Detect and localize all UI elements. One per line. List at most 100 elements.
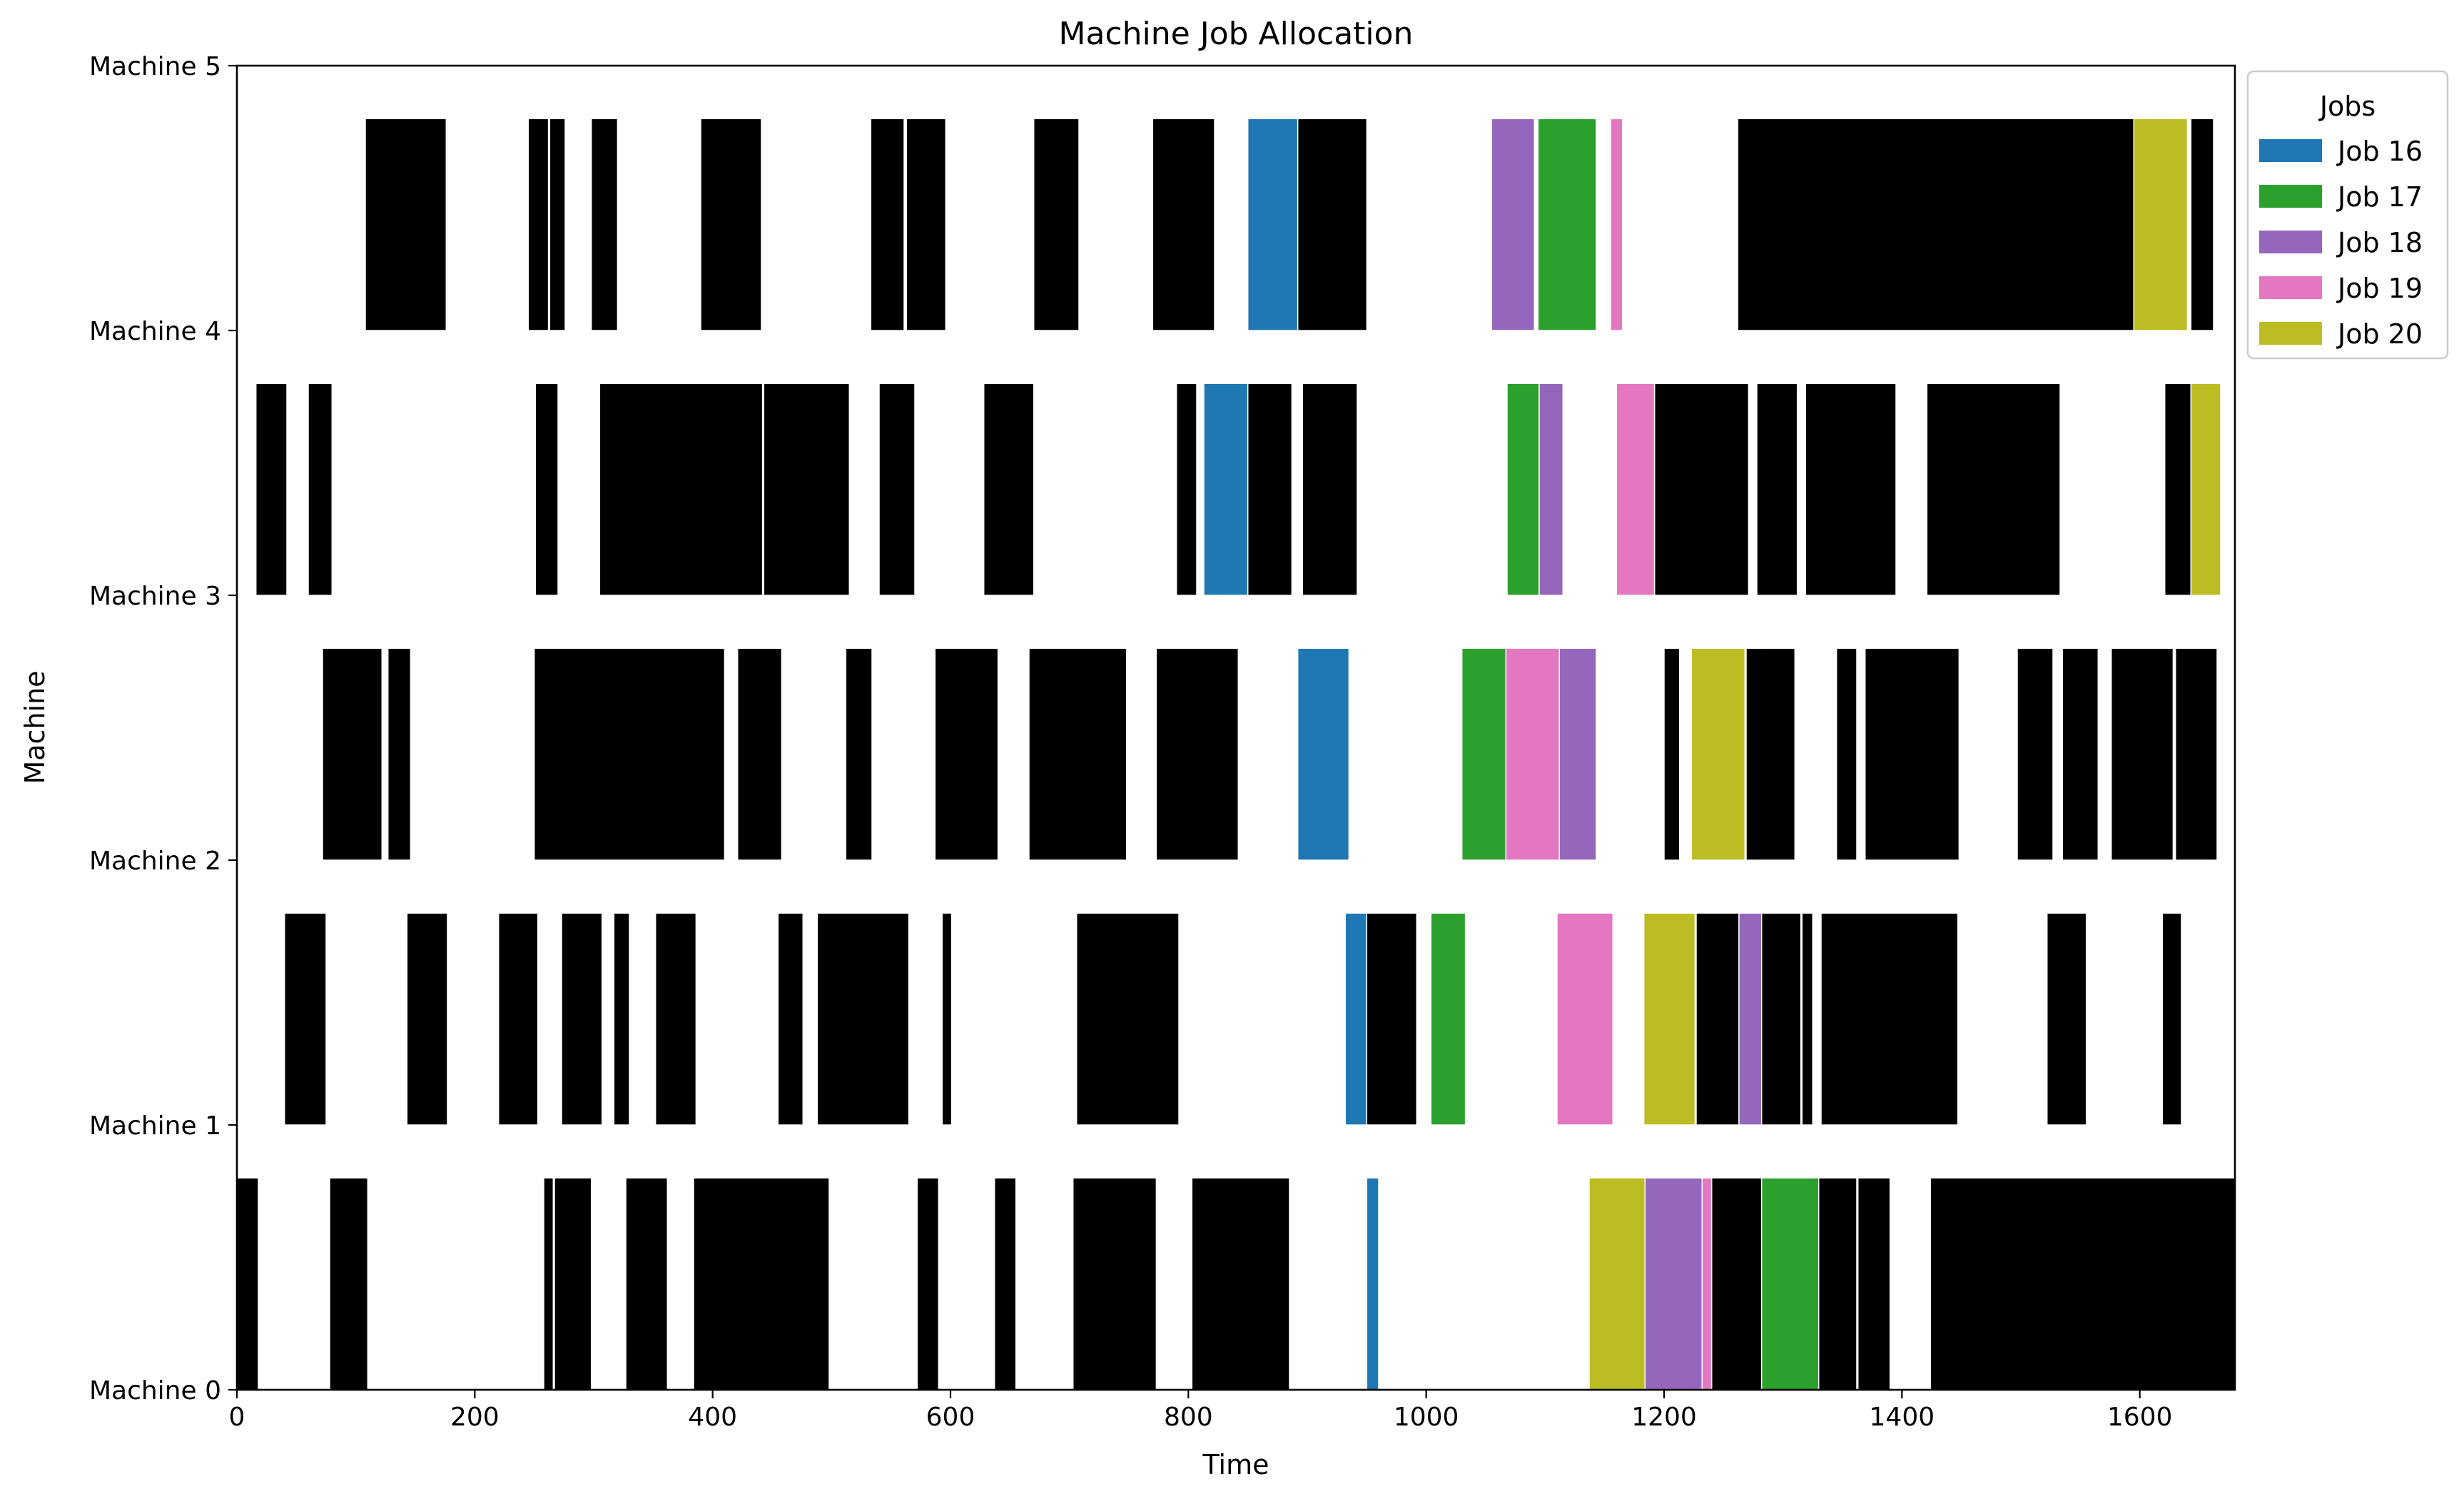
task-bar	[1644, 1177, 1703, 1391]
task-bar	[1616, 383, 1656, 596]
task-bar	[1835, 647, 1857, 861]
task-bar	[736, 647, 783, 861]
task-bar	[527, 118, 549, 331]
task-bar	[1760, 1177, 1820, 1391]
task-bar	[1297, 118, 1368, 331]
task-bar	[654, 912, 697, 1126]
legend-swatch	[2259, 322, 2322, 345]
task-bar	[1817, 1177, 1857, 1391]
legend: Jobs Job 16 Job 17 Job 18 Job 19 Job 20	[2246, 70, 2449, 360]
y-axis: Machine 0 Machine 1 Machine 2 Machine 3 Mach…	[89, 52, 237, 1405]
x-tick-label: 0	[229, 1403, 245, 1432]
task-bar	[1864, 647, 1960, 861]
task-bar	[1366, 912, 1418, 1126]
task-bar	[1297, 647, 1350, 861]
task-bar	[1247, 383, 1293, 596]
task-bar	[934, 647, 999, 861]
task-bar	[625, 1177, 669, 1391]
task-bar	[1191, 1177, 1290, 1391]
task-bar	[693, 1177, 830, 1391]
task-bar	[983, 383, 1035, 596]
x-tick-label: 200	[450, 1403, 500, 1432]
task-bar	[1737, 118, 2135, 331]
task-bar	[878, 383, 916, 596]
task-bar	[2133, 118, 2189, 331]
legend-swatch	[2259, 139, 2322, 162]
task-bar	[1558, 647, 1597, 861]
task-bar	[1820, 912, 1959, 1126]
task-bar	[906, 118, 947, 331]
y-tick-label: Machine 1	[89, 1111, 221, 1141]
y-tick-label: Machine 3	[89, 582, 221, 611]
task-bar	[534, 383, 559, 596]
task-bar	[1653, 383, 1750, 596]
task-bar	[554, 1177, 592, 1391]
x-tick-label: 1400	[1870, 1403, 1935, 1432]
legend-swatch	[2259, 185, 2322, 208]
task-bar	[870, 118, 905, 331]
task-bar	[941, 912, 953, 1126]
task-bar	[308, 383, 333, 596]
task-bar	[613, 912, 630, 1126]
task-bar	[1663, 647, 1680, 861]
task-bar	[1710, 1177, 1763, 1391]
task-bar	[1643, 912, 1696, 1126]
task-bar	[1155, 647, 1239, 861]
task-bar	[549, 118, 566, 331]
chart-title: Machine Job Allocation	[1059, 16, 1414, 52]
task-bar	[533, 647, 726, 861]
x-tick-label: 800	[1164, 1403, 1213, 1432]
task-bar	[1302, 383, 1358, 596]
task-bar	[1801, 912, 1814, 1126]
legend-swatch	[2259, 231, 2322, 253]
task-bar	[387, 647, 412, 861]
task-bar	[236, 1177, 259, 1391]
x-axis-label: Time	[1202, 1449, 1269, 1480]
task-bar	[283, 912, 327, 1126]
y-tick-label: Machine 0	[89, 1376, 221, 1405]
task-bar	[1556, 912, 1614, 1126]
task-bar	[543, 1177, 554, 1391]
y-tick-label: Machine 4	[89, 317, 221, 346]
task-bar	[1738, 912, 1763, 1126]
task-bar	[497, 912, 539, 1126]
y-tick-label: Machine 5	[89, 52, 221, 81]
x-axis: 0 200 400 600 800 1000 1200 1400 1600	[229, 1390, 2172, 1432]
task-bar	[2062, 647, 2099, 861]
task-bar	[993, 1177, 1017, 1391]
task-bar	[2174, 647, 2218, 861]
task-bar	[1538, 383, 1564, 596]
legend-label: Job 19	[2336, 273, 2423, 304]
task-bar	[2190, 118, 2214, 331]
task-bar	[1491, 118, 1536, 331]
task-bar	[329, 1177, 369, 1391]
task-bar	[1366, 1177, 1379, 1391]
task-bar	[1506, 383, 1540, 596]
task-bar	[365, 118, 447, 331]
task-bar	[845, 647, 873, 861]
task-bar	[1857, 1177, 1891, 1391]
task-bar	[1505, 647, 1561, 861]
task-bar	[2110, 647, 2174, 861]
task-bar	[777, 912, 804, 1126]
task-bar	[1537, 118, 1597, 331]
task-bar	[1805, 383, 1897, 596]
task-bar	[700, 118, 762, 331]
task-bar	[1926, 383, 2061, 596]
task-bar	[590, 118, 619, 331]
task-bar	[599, 383, 764, 596]
legend-label: Job 20	[2336, 318, 2423, 350]
y-axis-label: Machine	[19, 670, 51, 784]
task-bar	[1930, 1177, 2236, 1391]
legend-entries: Job 16 Job 17 Job 18 Job 19 Job 20	[2259, 136, 2423, 350]
task-bar	[1344, 912, 1368, 1126]
task-bars	[236, 118, 2236, 1391]
plot-area-frame	[235, 64, 2236, 1391]
task-bar	[1028, 647, 1127, 861]
task-bar	[1745, 647, 1796, 861]
task-bar	[322, 647, 383, 861]
task-bar	[1175, 383, 1197, 596]
task-bar	[2046, 912, 2087, 1126]
task-bar	[1610, 118, 1623, 331]
